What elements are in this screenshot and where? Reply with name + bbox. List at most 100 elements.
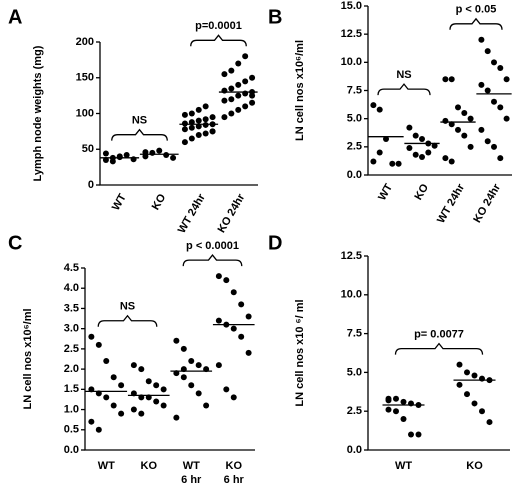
- dot: [442, 155, 449, 162]
- dot: [408, 431, 414, 438]
- dot: [163, 151, 170, 158]
- dot: [412, 151, 419, 158]
- y-axis-label: LN cell nos x10⁶/ml: [294, 40, 306, 141]
- dot: [235, 106, 242, 113]
- dot: [228, 96, 235, 103]
- dot: [419, 153, 425, 160]
- panel-label: A: [8, 6, 22, 28]
- dot: [149, 149, 156, 156]
- y-tick-label: 150: [76, 72, 94, 84]
- dot: [173, 337, 180, 344]
- y-tick-label: 4.0: [64, 282, 79, 294]
- dot: [88, 418, 95, 425]
- dot: [497, 104, 504, 111]
- dot: [215, 273, 222, 280]
- dot: [393, 395, 399, 402]
- bracket: [190, 34, 247, 47]
- dot: [461, 110, 468, 117]
- x-tick-label: WT: [183, 460, 200, 472]
- dot: [110, 402, 117, 409]
- y-tick-label: 1.0: [64, 403, 79, 415]
- dot: [415, 431, 422, 438]
- dot: [109, 158, 116, 165]
- dot: [181, 126, 188, 133]
- dot: [145, 378, 152, 385]
- dot: [464, 369, 470, 376]
- annotation: NS: [120, 301, 135, 313]
- dot: [195, 362, 202, 369]
- x-tick-label: KO: [412, 182, 431, 203]
- dot: [156, 147, 163, 154]
- dot: [249, 74, 256, 81]
- dot: [242, 53, 249, 60]
- y-tick-label: 100: [76, 107, 94, 119]
- dot: [249, 92, 256, 99]
- dot: [180, 345, 187, 352]
- dot: [484, 138, 491, 145]
- dot: [103, 358, 110, 365]
- dot: [448, 158, 455, 165]
- y-tick-label: 3.0: [64, 323, 79, 335]
- dot: [383, 135, 389, 142]
- dot: [503, 76, 510, 83]
- dot: [116, 154, 123, 161]
- dot: [138, 366, 145, 373]
- dot: [235, 92, 242, 99]
- annotation: NS: [132, 115, 147, 127]
- dot: [118, 382, 125, 389]
- dot: [393, 408, 399, 415]
- dot: [235, 60, 242, 67]
- dot: [153, 382, 160, 389]
- dot: [425, 149, 432, 156]
- dot: [202, 130, 209, 137]
- dot: [478, 36, 485, 43]
- dot: [228, 110, 235, 117]
- bracket: [394, 342, 484, 355]
- dot: [173, 414, 180, 421]
- dot: [249, 99, 256, 106]
- dot: [188, 135, 195, 142]
- y-tick-label: 2.0: [64, 363, 79, 375]
- x-tick-label: KO: [226, 460, 243, 472]
- dot: [467, 143, 474, 150]
- dot: [221, 97, 228, 104]
- x-tick-label: 6 hr: [224, 474, 245, 486]
- dot: [242, 78, 249, 85]
- dot: [395, 160, 402, 167]
- dot: [400, 398, 407, 405]
- y-tick-label: 10.0: [341, 289, 362, 301]
- dot: [478, 81, 485, 88]
- y-tick-label: 12.5: [341, 250, 362, 262]
- dot: [230, 325, 237, 332]
- dot: [230, 394, 237, 401]
- dot: [130, 362, 137, 369]
- x-tick-label: WT 24hr: [176, 191, 208, 235]
- y-axis-label: Lymph node weights (mg): [32, 45, 44, 181]
- y-tick-label: 15.0: [341, 0, 362, 12]
- y-axis-label: LN cell nos x10 ⁶/ ml: [294, 299, 306, 406]
- dot: [406, 144, 413, 151]
- x-tick-label: WT: [376, 182, 395, 203]
- y-tick-label: 2.5: [347, 405, 362, 417]
- dot: [455, 126, 461, 133]
- x-tick-label: KO: [150, 192, 169, 213]
- dot: [376, 149, 383, 156]
- y-tick-label: 0.5: [64, 424, 79, 436]
- y-tick-label: 1.5: [64, 383, 79, 395]
- dot: [456, 361, 463, 368]
- dot: [228, 85, 235, 92]
- dot: [497, 64, 504, 71]
- dot: [203, 402, 210, 409]
- dot: [138, 410, 145, 417]
- dot: [221, 87, 228, 94]
- x-tick-label: WT: [98, 460, 115, 472]
- dot: [195, 106, 202, 113]
- dot: [160, 386, 167, 393]
- y-tick-label: 7.5: [347, 84, 362, 96]
- bracket: [449, 17, 503, 30]
- y-tick-label: 12.5: [341, 28, 362, 40]
- dot: [130, 156, 137, 163]
- x-tick-label: WT: [110, 192, 129, 213]
- dot: [242, 90, 249, 97]
